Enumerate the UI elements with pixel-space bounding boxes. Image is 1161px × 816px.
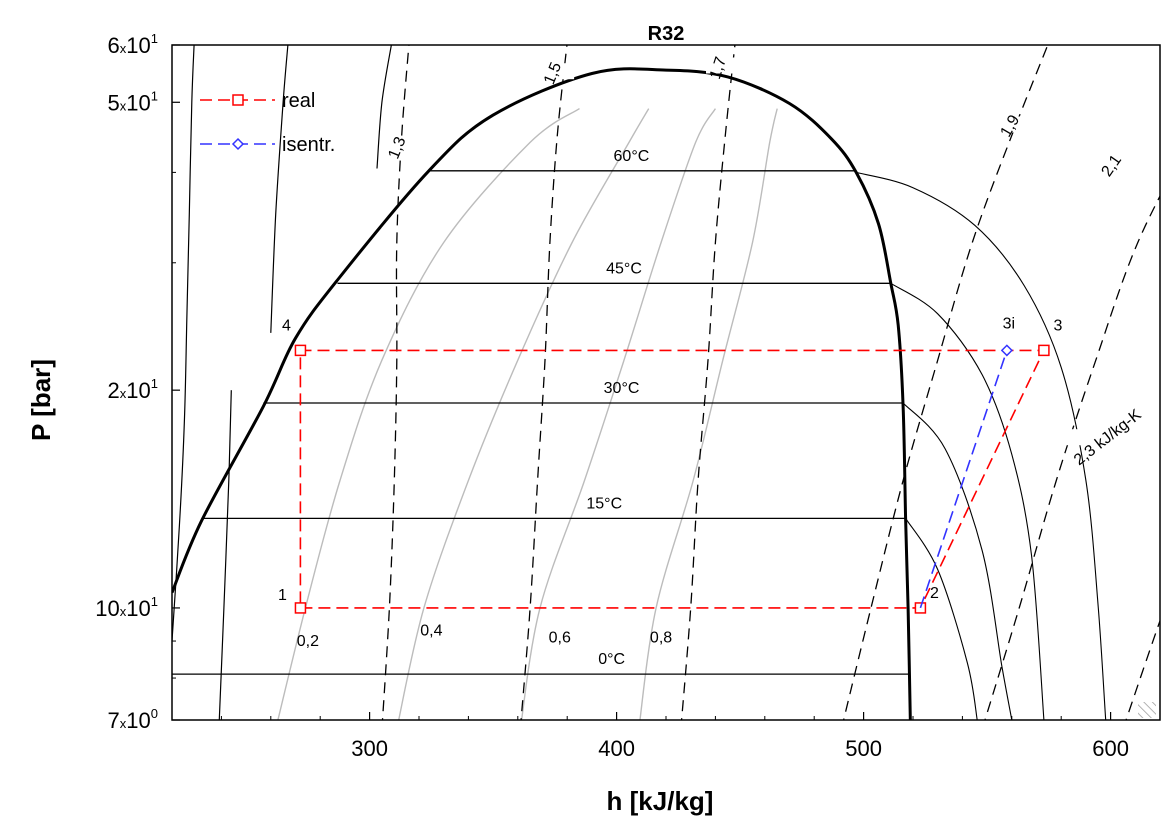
resize-grip[interactable]	[1138, 702, 1156, 718]
liquid-isotherm-3	[376, 45, 392, 169]
svg-text:1: 1	[278, 587, 287, 604]
saturation-dome	[172, 67, 912, 720]
series-0-point-0	[294, 602, 307, 614]
cycle-series	[294, 344, 1050, 614]
series-0-point-3	[294, 344, 307, 357]
liquid-isotherm-lines	[172, 45, 392, 720]
svg-text:15°C: 15°C	[586, 495, 622, 512]
quality-line-3	[639, 108, 778, 720]
isentrope-label-5: 2,3 kJ/kg-K	[1057, 406, 1161, 469]
quality-label-2: 0,6	[549, 630, 571, 647]
isotherm-lines	[172, 170, 909, 675]
isentrope-label-2: 1,7	[706, 55, 740, 82]
svg-text:1,7: 1,7	[707, 55, 730, 82]
y-axis-label: P [bar]	[26, 359, 56, 441]
y-tick-label-1: 10x101	[95, 594, 158, 621]
isentrope-label-4: 2,1	[1099, 152, 1133, 180]
point-label-3i: 3i	[1003, 315, 1015, 332]
isotherm-label-3: 15°C	[586, 495, 622, 512]
superheat-isotherm-1	[890, 282, 1045, 720]
svg-text:45°C: 45°C	[606, 260, 642, 277]
x-tick-label-1: 400	[598, 736, 635, 761]
chart-title: R32	[648, 23, 685, 45]
isentrope-4	[984, 194, 1160, 720]
legend-item-0: real	[200, 90, 315, 112]
legend-label-0: real	[282, 90, 315, 112]
superheat-isotherm-2	[902, 402, 1013, 720]
svg-text:3: 3	[1053, 317, 1062, 334]
quality-label-3: 0,8	[650, 630, 672, 647]
legend-item-1: isentr.	[200, 134, 335, 156]
isentrope-0	[381, 45, 410, 720]
svg-text:3i: 3i	[1003, 315, 1015, 332]
y-tick-label-0: 7x100	[108, 706, 158, 733]
svg-text:0,8: 0,8	[650, 630, 672, 647]
legend-label-1: isentr.	[282, 134, 335, 156]
superheat-isotherm-3	[905, 518, 978, 720]
y-tick-label-2: 2x101	[108, 376, 158, 403]
quality-line-1	[398, 108, 650, 720]
superheat-isotherm-0	[856, 171, 1107, 720]
line-labels: 0,2 0,4 0,6 0,8 60°C 45°C 30°C 15°C 0°C 1,3 1,5 1,7…	[278, 55, 1161, 668]
svg-text:0,2: 0,2	[297, 633, 319, 650]
svg-text:30°C: 30°C	[604, 380, 640, 397]
isentrope-lines	[381, 45, 1160, 720]
isentrope-5	[1125, 618, 1160, 720]
superheat-isotherm-lines	[856, 171, 1107, 720]
svg-text:60°C: 60°C	[614, 148, 650, 165]
isentrope-3	[842, 45, 1049, 720]
isotherm-label-2: 30°C	[604, 380, 640, 397]
isentrope-label-0: 1,3	[384, 134, 419, 161]
isotherm-label-4: 0°C	[598, 651, 625, 668]
liquid-isotherm-1	[218, 390, 232, 720]
liquid-isotherm-0	[172, 45, 195, 642]
y-tick-label-4: 6x101	[108, 31, 158, 58]
y-tick-label-3: 5x101	[108, 88, 158, 115]
svg-text:4: 4	[282, 317, 291, 334]
svg-text:2: 2	[930, 585, 939, 602]
plot-area	[172, 45, 1160, 720]
point-label-4: 4	[282, 317, 291, 334]
series-line-1	[919, 350, 1008, 609]
isentrope-2	[680, 45, 736, 720]
x-axis-label: h [kJ/kg]	[607, 786, 714, 816]
isotherm-label-1: 45°C	[606, 260, 642, 277]
liquid-isotherm-2	[270, 45, 289, 333]
isotherm-label-0: 60°C	[614, 148, 650, 165]
isentrope-1	[520, 45, 568, 720]
x-tick-label-3: 600	[1092, 736, 1129, 761]
svg-text:0,6: 0,6	[549, 630, 571, 647]
point-label-3: 3	[1053, 317, 1062, 334]
point-label-2: 2	[930, 585, 939, 602]
quality-lines	[277, 108, 778, 720]
quality-label-1: 0,4	[420, 623, 442, 640]
svg-text:0°C: 0°C	[598, 651, 625, 668]
series-0-point-1	[914, 602, 927, 614]
x-tick-label-2: 500	[845, 736, 882, 761]
y-axis-ticks: 7x100 10x101 2x101 5x101 6x101	[95, 31, 180, 733]
series-0-point-2	[1038, 344, 1050, 357]
svg-text:2,1: 2,1	[1099, 152, 1126, 180]
isentrope-label-1: 1,5	[540, 60, 575, 87]
svg-text:0,4: 0,4	[420, 623, 442, 640]
series-1-point-1	[1000, 344, 1013, 357]
x-axis-ticks: 300 400 500 600	[220, 712, 1129, 761]
legend: real isentr.	[200, 90, 335, 156]
x-tick-label-0: 300	[351, 736, 388, 761]
series-line-0	[299, 349, 1046, 609]
isentrope-label-3: 1,9	[997, 112, 1032, 140]
saturation-dome-line	[172, 67, 912, 720]
point-label-1: 1	[278, 587, 287, 604]
quality-label-0: 0,2	[297, 633, 319, 650]
